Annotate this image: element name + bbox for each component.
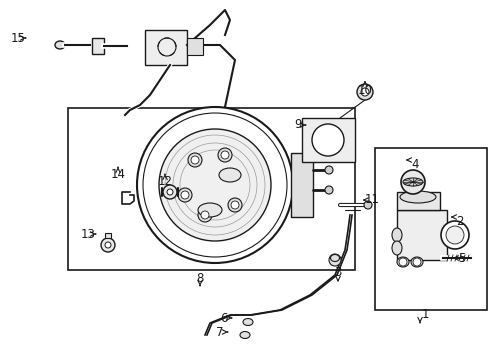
Circle shape	[400, 170, 424, 194]
Circle shape	[101, 238, 115, 252]
Text: 9: 9	[294, 118, 301, 131]
Circle shape	[198, 208, 212, 222]
Text: 13: 13	[81, 228, 95, 240]
Text: 8: 8	[196, 271, 203, 284]
Text: 11: 11	[364, 193, 379, 207]
Circle shape	[221, 151, 228, 159]
Ellipse shape	[399, 191, 435, 203]
Circle shape	[325, 166, 332, 174]
Bar	[302, 118, 354, 162]
Bar	[290, 153, 312, 217]
Bar	[396, 192, 439, 210]
Ellipse shape	[391, 228, 401, 242]
Text: 12: 12	[157, 175, 172, 189]
Ellipse shape	[240, 332, 249, 338]
Ellipse shape	[330, 255, 339, 261]
Circle shape	[105, 242, 111, 248]
Text: 15: 15	[11, 31, 25, 45]
Circle shape	[445, 226, 463, 244]
Ellipse shape	[402, 178, 422, 186]
Circle shape	[363, 201, 371, 209]
Circle shape	[159, 129, 270, 241]
Circle shape	[201, 211, 208, 219]
Text: 10: 10	[357, 84, 372, 96]
Circle shape	[167, 189, 173, 195]
Bar	[92, 38, 104, 54]
Circle shape	[398, 258, 406, 266]
Ellipse shape	[243, 319, 252, 325]
Bar	[68, 108, 354, 270]
Circle shape	[230, 201, 239, 209]
Text: 5: 5	[457, 252, 465, 265]
Bar	[186, 38, 203, 55]
Text: 1: 1	[420, 309, 428, 321]
Ellipse shape	[55, 41, 65, 49]
Ellipse shape	[219, 168, 241, 182]
Ellipse shape	[410, 257, 422, 267]
Circle shape	[325, 186, 332, 194]
Ellipse shape	[198, 203, 222, 217]
Circle shape	[356, 84, 372, 100]
Circle shape	[187, 153, 202, 167]
Circle shape	[163, 185, 177, 199]
Circle shape	[191, 156, 199, 164]
Bar	[374, 148, 486, 310]
Circle shape	[311, 124, 343, 156]
Text: 14: 14	[110, 168, 125, 181]
Text: 3: 3	[334, 265, 341, 279]
Circle shape	[218, 148, 231, 162]
Circle shape	[412, 258, 420, 266]
Text: 2: 2	[455, 216, 463, 229]
Ellipse shape	[396, 257, 408, 267]
Circle shape	[137, 107, 292, 263]
Text: 7: 7	[216, 325, 224, 338]
Ellipse shape	[391, 241, 401, 255]
Circle shape	[360, 88, 368, 96]
Text: 6: 6	[220, 311, 227, 324]
Bar	[145, 30, 186, 65]
Text: 4: 4	[410, 158, 418, 171]
Bar	[396, 210, 446, 260]
Circle shape	[178, 188, 192, 202]
Circle shape	[328, 254, 340, 266]
Circle shape	[227, 198, 242, 212]
Bar	[105, 233, 111, 238]
Circle shape	[440, 221, 468, 249]
Circle shape	[181, 191, 189, 199]
